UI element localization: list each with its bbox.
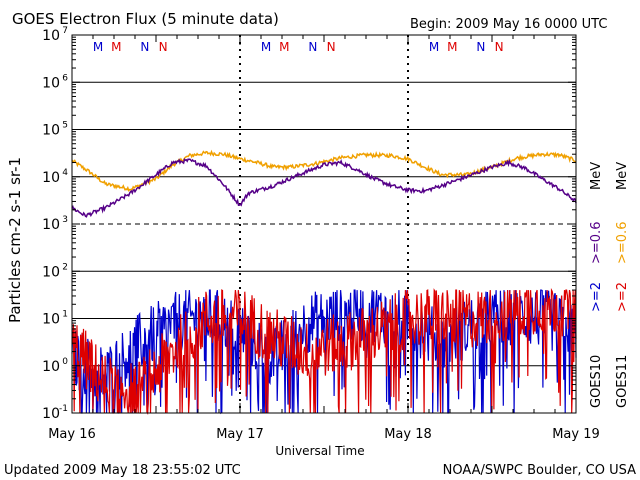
day-marker-11: N [495,40,504,54]
legend: GOES10 >=2 >=0.6 MeV GOES11 >=2 >=0.6 MeV [589,162,630,408]
legend-entry-1-0: >=2 [615,282,630,312]
chart-title: GOES Electron Flux (5 minute data) [12,10,279,28]
x-axis-label: Universal Time [275,444,364,458]
y-tick-exp-3: 2 [62,262,68,272]
series-line-1 [71,149,577,192]
day-marker-9: M [447,40,457,54]
x-axis: May 16 May 17 May 18 May 19 [48,35,600,442]
y-tick-label-3: 10 [42,264,60,280]
day-marker-1: M [111,40,121,54]
plot-frame [71,34,577,414]
day-marker-7: N [327,40,336,54]
y-tick-exp-1: 0 [62,357,68,367]
y-tick-exp-2: 1 [62,310,68,320]
y-tick-exp-0: -1 [59,404,68,414]
y-tick-exp-8: 7 [62,26,68,36]
y-tick-exp-5: 4 [62,168,68,178]
day-marker-10: N [476,40,485,54]
y-tick-label-1: 10 [42,359,60,375]
legend-unit-0: MeV [589,162,604,190]
legend-entry-1-1: >=0.6 [615,222,630,264]
y-tick-exp-6: 5 [62,121,68,131]
series-line-3 [71,287,577,415]
y-axis-label-text: Particles cm-2 s-1 sr-1 [6,157,24,323]
updated-timestamp: Updated 2009 May 18 23:55:02 UTC [4,463,241,478]
series-line-0 [71,158,577,218]
x-tick-label-2: May 18 [384,427,432,442]
data-series [71,149,577,415]
x-tick-label-3: May 19 [552,427,600,442]
day-marker-6: N [308,40,317,54]
day-marker-2: N [140,40,149,54]
y-axis-label: Particles cm-2 s-1 sr-1 [6,157,24,323]
legend-unit-1: MeV [615,162,630,190]
day-marker-0: M [93,40,103,54]
legend-satellite-1: GOES11 [615,355,630,408]
x-tick-label-1: May 17 [216,427,264,442]
y-tick-label-7: 10 [42,75,60,91]
y-tick-label-2: 10 [42,312,60,328]
legend-entry-0-1: >=0.6 [589,222,604,264]
legend-satellite-0: GOES10 [589,355,604,408]
series-line-2 [71,289,577,415]
legend-entry-0-0: >=2 [589,282,604,312]
credit-label: NOAA/SWPC Boulder, CO USA [443,463,636,478]
day-marker-5: M [279,40,289,54]
x-tick-label-0: May 16 [48,427,96,442]
begin-time-label: Begin: 2009 May 16 0000 UTC [410,17,607,32]
y-tick-exp-7: 6 [62,73,68,83]
y-tick-label-4: 10 [42,217,60,233]
y-tick-label-0: 10 [42,406,60,422]
day-marker-8: M [429,40,439,54]
day-marker-4: M [261,40,271,54]
y-tick-exp-4: 3 [62,215,68,225]
y-tick-label-6: 10 [42,123,60,139]
y-tick-label-5: 10 [42,170,60,186]
y-tick-label-8: 10 [42,28,60,44]
day-marker-3: N [159,40,168,54]
